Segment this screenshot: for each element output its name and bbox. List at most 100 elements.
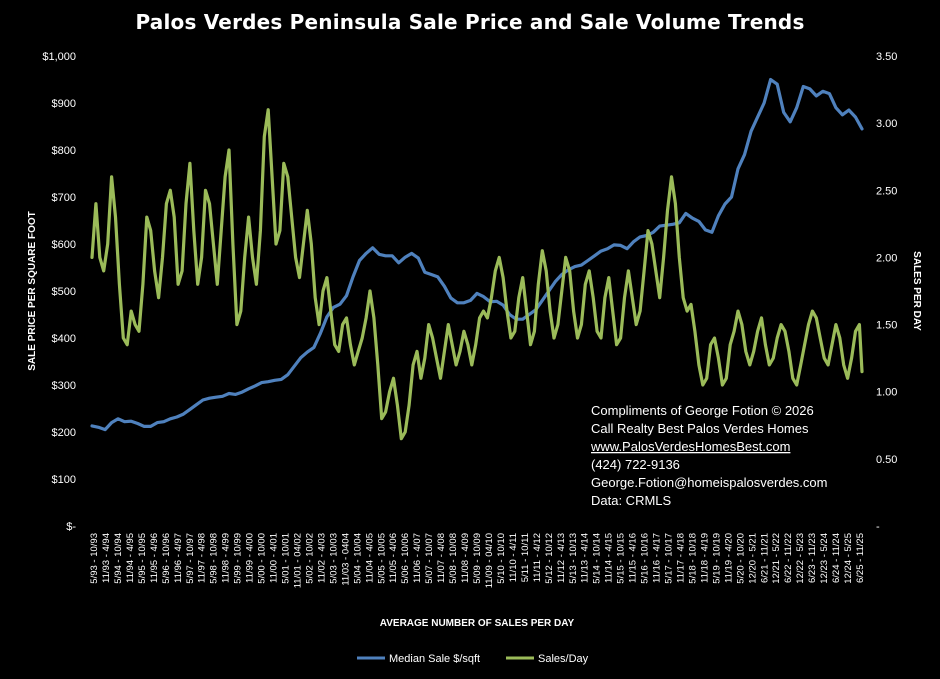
x-tick-label: 5/08 - 10/08 <box>448 533 459 584</box>
x-tick-label: 11/98 - 4/99 <box>221 533 232 583</box>
x-tick-label: 5/04 - 10/04 <box>352 533 363 584</box>
x-tick-label: 12/23 - 5/24 <box>819 533 830 584</box>
x-tick-label: 11/08 - 4/09 <box>460 533 471 583</box>
x-tick-label: 5/99 - 10/99 <box>233 533 244 584</box>
x-tick-label: 5/02 - 10/02 <box>304 533 315 584</box>
x-tick-label: 5/03 - 10/03 <box>328 533 339 584</box>
y-right-tick-label: 0.50 <box>876 454 897 466</box>
y-left-tick-label: $400 <box>52 333 76 345</box>
y-left-tick-label: $200 <box>52 427 76 439</box>
x-tick-label: 11/18 - 4/19 <box>699 533 710 583</box>
x-tick-label: 5/10 - 10/10 <box>496 533 507 584</box>
y-left-tick-label: $900 <box>52 98 76 110</box>
x-tick-label: 5/12 - 10/12 <box>544 533 555 584</box>
credit-annotation: Compliments of George Fotion © 2026 Call… <box>590 403 827 508</box>
y-right-tick-label: 3.00 <box>876 118 897 130</box>
x-tick-label: 5/95 - 10/95 <box>137 533 148 584</box>
x-tick-label: 11/93 - 4/94 <box>101 533 112 583</box>
x-tick-label: 5/07 - 10/07 <box>424 533 435 584</box>
x-tick-label: 11/09 - 04/10 <box>484 533 495 588</box>
series-median-sale-price-line <box>90 77 864 432</box>
y-axis-left-title: SALE PRICE PER SQUARE FOOT <box>27 211 38 370</box>
x-tick-label: 5/06 - 10/06 <box>400 533 411 584</box>
x-tick-label: 11/00 - 4/01 <box>269 533 280 583</box>
y-left-tick-label: $600 <box>52 239 76 251</box>
x-tick-label: 5/05 - 10/05 <box>376 533 387 584</box>
y-left-tick-label: $700 <box>52 192 76 204</box>
x-tick-label: 11/11 - 4/12 <box>532 533 543 582</box>
y-left-tick-label: $100 <box>52 474 76 486</box>
x-axis-ticks: 5/93 - 10/93 11/93 - 4/94 5/94 - 10/94 11/9… <box>89 533 866 588</box>
x-tick-label: 11/05 - 4/06 <box>388 533 399 583</box>
legend: Median Sale $/sqft Sales/Day <box>357 653 589 665</box>
x-tick-label: 5/98 - 10/98 <box>209 533 220 584</box>
y-right-tick-label: 1.00 <box>876 387 897 399</box>
x-tick-label: 12/20 - 5/21 <box>747 533 758 584</box>
x-tick-label: 11/12 - 4/13 <box>556 533 567 583</box>
y-left-tick-label: $1,000 <box>42 51 76 63</box>
credit-line: Compliments of George Fotion © 2026 <box>591 403 814 418</box>
x-tick-label: 5/17 - 10/17 <box>664 533 675 584</box>
y-right-tick-label: 1.50 <box>876 320 897 332</box>
credit-line: George.Fotion@homeispalosverdes.com <box>591 475 827 490</box>
y-left-tick-label: $500 <box>52 286 76 298</box>
x-tick-label: 5/01 - 10/01 <box>281 533 292 584</box>
x-tick-label: 6/22 - 11/22 <box>783 533 794 583</box>
x-tick-label: 11/19 - 4/20 <box>723 533 734 583</box>
left-axis-ticks: $- $100 $200 $300 $400 $500 $600 $700 $800 $900 $1… <box>42 51 76 533</box>
y-axis-right-title: SALES PER DAY <box>911 251 922 331</box>
x-tick-label: 11/06 - 4/07 <box>412 533 423 583</box>
x-tick-label: 5/15 - 10/15 <box>616 533 627 584</box>
x-tick-label: 11/99 - 4/00 <box>245 533 256 583</box>
credit-line: Call Realty Best Palos Verdes Homes <box>591 421 809 436</box>
x-tick-label: 5/16 - 10/16 <box>640 533 651 584</box>
x-tick-label: 5/19 - 10/19 <box>711 533 722 584</box>
x-tick-label: 11/96 - 4/97 <box>173 533 184 583</box>
x-tick-label: 11/15 - 4/16 <box>628 533 639 583</box>
x-tick-label: 12/22 - 5/23 <box>795 533 806 584</box>
x-tick-label: 11/01 - 04/02 <box>292 533 303 588</box>
x-tick-label: 5/93 - 10/93 <box>89 533 100 584</box>
x-tick-label: 6/23 - 11/23 <box>807 533 818 583</box>
x-tick-label: 5/09 - 10/09 <box>472 533 483 584</box>
x-tick-label: 12/24 - 5/25 <box>843 533 854 584</box>
x-tick-label: 5/94 - 10/94 <box>113 533 124 584</box>
x-tick-label: 11/10 - 4/11 <box>508 533 519 582</box>
x-tick-label: 11/03 - 0404 <box>340 533 351 586</box>
x-tick-label: 11/14 - 4/15 <box>604 533 615 583</box>
x-tick-label: 5/00 - 10/00 <box>257 533 268 584</box>
x-tick-label: 5/18 - 10/18 <box>687 533 698 584</box>
credit-line: Data: CRMLS <box>591 493 672 508</box>
credit-line: (424) 722-9136 <box>591 457 680 472</box>
x-tick-label: 5/20 - 10/20 <box>735 533 746 584</box>
right-axis-ticks: - 0.50 1.00 1.50 2.00 2.50 3.00 3.50 <box>876 51 897 533</box>
x-axis-title: AVERAGE NUMBER OF SALES PER DAY <box>380 618 575 629</box>
x-tick-label: 11/13 - 4/14 <box>580 533 591 583</box>
credit-website-link[interactable]: www.PalosVerdesHomesBest.com <box>590 439 790 454</box>
y-right-tick-label: 3.50 <box>876 51 897 63</box>
y-right-tick-label: - <box>876 521 880 533</box>
x-tick-label: 11/02 - 4/03 <box>316 533 327 583</box>
x-tick-label: 5/14 - 10/14 <box>592 533 603 584</box>
x-tick-label: 11/95 - 4/96 <box>149 533 160 583</box>
y-left-tick-label: $300 <box>52 380 76 392</box>
x-tick-label: 6/24 - 11/24 <box>831 533 842 583</box>
x-tick-label: 11/17 - 4/18 <box>675 533 686 583</box>
x-tick-label: 6/25 - 11/25 <box>855 533 866 583</box>
x-tick-label: 5/11 - 10/11 <box>520 533 531 582</box>
x-tick-label: 12/21 - 5/22 <box>771 533 782 584</box>
x-tick-label: 11/97 - 4/98 <box>197 533 208 583</box>
x-tick-label: 11/04 - 4/05 <box>364 533 375 583</box>
y-left-tick-label: $800 <box>52 145 76 157</box>
x-tick-label: 5/13 - 10/13 <box>568 533 579 584</box>
x-tick-label: 11/94 - 4/95 <box>125 533 136 583</box>
x-tick-label: 5/97 - 10/97 <box>185 533 196 584</box>
series-sales-per-day-line <box>90 108 864 441</box>
x-tick-label: 6/21 - 11/21 <box>759 533 770 583</box>
x-tick-label: 11/07 - 4/08 <box>436 533 447 583</box>
x-tick-label: 5/96 - 10/96 <box>161 533 172 584</box>
x-tick-label: 11/16 - 4/17 <box>652 533 663 583</box>
legend-label: Median Sale $/sqft <box>389 653 480 665</box>
